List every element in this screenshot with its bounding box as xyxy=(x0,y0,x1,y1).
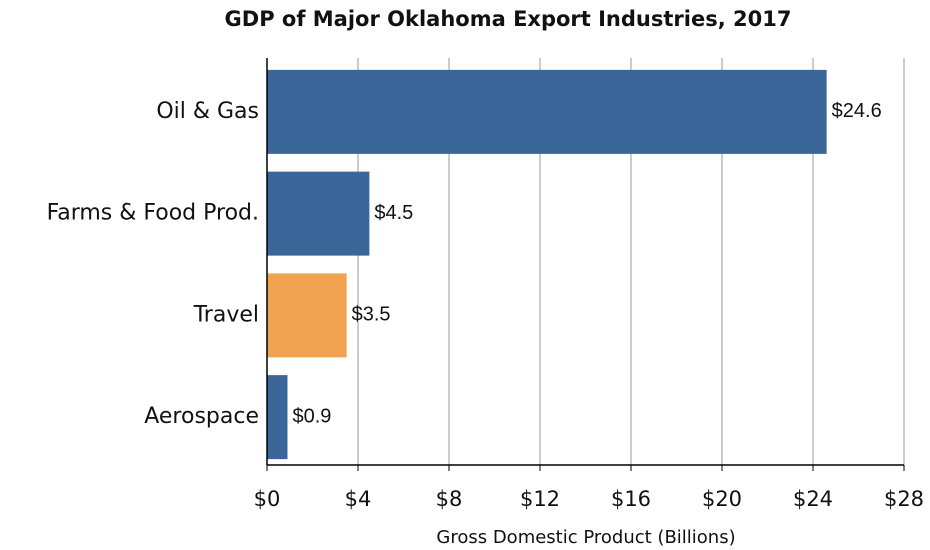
x-axis-label: Gross Domestic Product (Billions) xyxy=(436,527,735,548)
y-tick-label: Farms & Food Prod. xyxy=(47,201,259,226)
x-tick-label: $28 xyxy=(884,487,924,511)
x-tick-label: $20 xyxy=(702,487,742,511)
x-tick-label: $12 xyxy=(520,487,560,511)
x-tick-label: $8 xyxy=(436,487,463,511)
value-label: $4.5 xyxy=(374,202,413,224)
y-tick-label: Aerospace xyxy=(144,404,259,429)
chart-title: GDP of Major Oklahoma Export Industries,… xyxy=(225,7,792,31)
x-tick-label: $4 xyxy=(345,487,372,511)
bar xyxy=(267,375,288,460)
y-tick-label: Travel xyxy=(193,302,259,327)
bar xyxy=(267,273,347,358)
bar xyxy=(267,69,827,154)
value-label: $0.9 xyxy=(292,405,331,427)
value-label: $3.5 xyxy=(352,304,391,326)
value-label: $24.6 xyxy=(832,100,882,122)
x-tick-label: $24 xyxy=(793,487,833,511)
x-tick-label: $0 xyxy=(254,487,281,511)
bar xyxy=(267,171,370,256)
x-tick-label: $16 xyxy=(611,487,651,511)
y-tick-label: Oil & Gas xyxy=(156,99,259,124)
